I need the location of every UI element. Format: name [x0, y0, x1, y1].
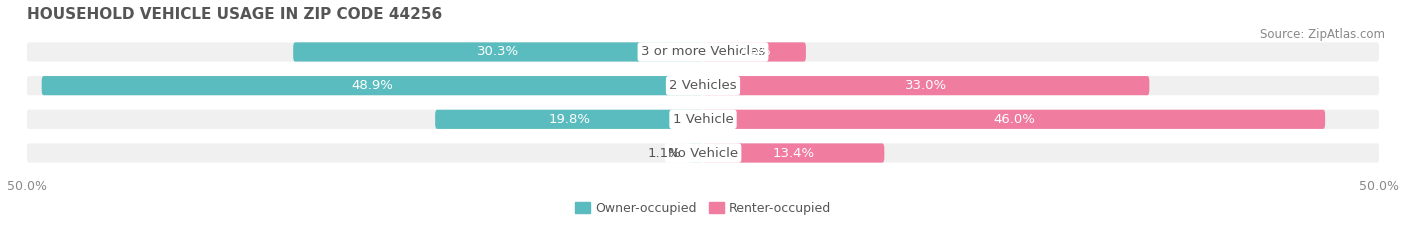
Text: 1 Vehicle: 1 Vehicle: [672, 113, 734, 126]
Text: Source: ZipAtlas.com: Source: ZipAtlas.com: [1260, 28, 1385, 41]
Text: 7.6%: 7.6%: [738, 45, 772, 58]
Text: 3 or more Vehicles: 3 or more Vehicles: [641, 45, 765, 58]
Text: 30.3%: 30.3%: [477, 45, 519, 58]
FancyBboxPatch shape: [27, 143, 1379, 163]
FancyBboxPatch shape: [27, 110, 1379, 129]
FancyBboxPatch shape: [42, 76, 703, 95]
Text: 33.0%: 33.0%: [905, 79, 948, 92]
FancyBboxPatch shape: [703, 76, 1149, 95]
Text: 48.9%: 48.9%: [352, 79, 394, 92]
Text: HOUSEHOLD VEHICLE USAGE IN ZIP CODE 44256: HOUSEHOLD VEHICLE USAGE IN ZIP CODE 4425…: [27, 7, 443, 22]
Text: 46.0%: 46.0%: [993, 113, 1035, 126]
FancyBboxPatch shape: [703, 110, 1324, 129]
FancyBboxPatch shape: [434, 110, 703, 129]
Text: 2 Vehicles: 2 Vehicles: [669, 79, 737, 92]
Text: 1.1%: 1.1%: [648, 147, 682, 160]
Text: No Vehicle: No Vehicle: [668, 147, 738, 160]
FancyBboxPatch shape: [703, 42, 806, 62]
FancyBboxPatch shape: [688, 143, 703, 163]
FancyBboxPatch shape: [703, 143, 884, 163]
Text: 19.8%: 19.8%: [548, 113, 591, 126]
FancyBboxPatch shape: [27, 76, 1379, 95]
FancyBboxPatch shape: [27, 42, 1379, 62]
Text: 13.4%: 13.4%: [772, 147, 814, 160]
Legend: Owner-occupied, Renter-occupied: Owner-occupied, Renter-occupied: [575, 202, 831, 215]
FancyBboxPatch shape: [294, 42, 703, 62]
